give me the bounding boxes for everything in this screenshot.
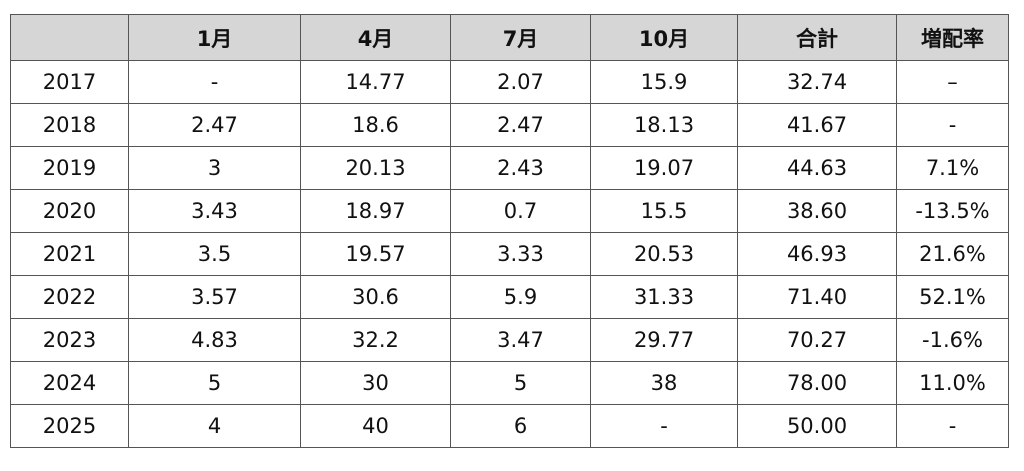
cell-jan: 4.83 (128, 318, 301, 362)
cell-growth-rate: -13.5% (896, 189, 1009, 233)
cell-jul: 5.9 (450, 275, 591, 319)
table-row: 2018 2.47 18.6 2.47 18.13 41.67 - (10, 103, 1009, 147)
cell-jan: 4 (128, 404, 301, 448)
cell-total: 78.00 (737, 361, 897, 405)
cell-year: 2019 (10, 146, 129, 190)
header-apr: 4月 (300, 14, 451, 61)
cell-growth-rate: – (896, 60, 1009, 104)
cell-apr: 30.6 (300, 275, 451, 319)
cell-total: 41.67 (737, 103, 897, 147)
cell-oct: 15.9 (590, 60, 738, 104)
cell-apr: 14.77 (300, 60, 451, 104)
header-jul: 7月 (450, 14, 591, 61)
cell-year: 2017 (10, 60, 129, 104)
cell-apr: 30 (300, 361, 451, 405)
cell-oct: 15.5 (590, 189, 738, 233)
cell-jan: 3.43 (128, 189, 301, 233)
table-row: 2019 3 20.13 2.43 19.07 44.63 7.1% (10, 146, 1009, 190)
cell-apr: 18.97 (300, 189, 451, 233)
cell-growth-rate: 11.0% (896, 361, 1009, 405)
cell-oct: 19.07 (590, 146, 738, 190)
cell-year: 2018 (10, 103, 129, 147)
cell-year: 2021 (10, 232, 129, 276)
header-row: 1月 4月 7月 10月 合計 増配率 (10, 14, 1009, 61)
cell-jan: 5 (128, 361, 301, 405)
cell-year: 2023 (10, 318, 129, 362)
header-oct: 10月 (590, 14, 738, 61)
cell-growth-rate: - (896, 404, 1009, 448)
cell-jul: 0.7 (450, 189, 591, 233)
cell-jan: - (128, 60, 301, 104)
table-row: 2017 - 14.77 2.07 15.9 32.74 – (10, 60, 1009, 104)
cell-jul: 3.47 (450, 318, 591, 362)
cell-jan: 3.57 (128, 275, 301, 319)
cell-jul: 5 (450, 361, 591, 405)
cell-oct: 38 (590, 361, 738, 405)
cell-total: 50.00 (737, 404, 897, 448)
cell-total: 71.40 (737, 275, 897, 319)
cell-year: 2020 (10, 189, 129, 233)
header-total: 合計 (737, 14, 897, 61)
table-row: 2021 3.5 19.57 3.33 20.53 46.93 21.6% (10, 232, 1009, 276)
cell-oct: 31.33 (590, 275, 738, 319)
cell-total: 46.93 (737, 232, 897, 276)
cell-growth-rate: -1.6% (896, 318, 1009, 362)
cell-jul: 3.33 (450, 232, 591, 276)
cell-apr: 18.6 (300, 103, 451, 147)
cell-apr: 40 (300, 404, 451, 448)
table-row: 2025 4 40 6 - 50.00 - (10, 404, 1009, 448)
cell-apr: 32.2 (300, 318, 451, 362)
cell-growth-rate: 21.6% (896, 232, 1009, 276)
cell-year: 2025 (10, 404, 129, 448)
header-jan: 1月 (128, 14, 301, 61)
cell-jan: 3.5 (128, 232, 301, 276)
cell-jul: 6 (450, 404, 591, 448)
cell-apr: 19.57 (300, 232, 451, 276)
cell-total: 70.27 (737, 318, 897, 362)
cell-year: 2022 (10, 275, 129, 319)
cell-oct: 18.13 (590, 103, 738, 147)
cell-jul: 2.47 (450, 103, 591, 147)
dividend-table: 1月 4月 7月 10月 合計 増配率 2017 - 14.77 2.07 15… (10, 14, 1009, 448)
header-year (10, 14, 129, 61)
cell-growth-rate: 52.1% (896, 275, 1009, 319)
cell-jul: 2.43 (450, 146, 591, 190)
table-row: 2024 5 30 5 38 78.00 11.0% (10, 361, 1009, 405)
cell-oct: 20.53 (590, 232, 738, 276)
table-row: 2022 3.57 30.6 5.9 31.33 71.40 52.1% (10, 275, 1009, 319)
cell-jan: 2.47 (128, 103, 301, 147)
cell-total: 38.60 (737, 189, 897, 233)
cell-total: 32.74 (737, 60, 897, 104)
table-row: 2020 3.43 18.97 0.7 15.5 38.60 -13.5% (10, 189, 1009, 233)
cell-apr: 20.13 (300, 146, 451, 190)
cell-oct: - (590, 404, 738, 448)
cell-jul: 2.07 (450, 60, 591, 104)
cell-oct: 29.77 (590, 318, 738, 362)
table-row: 2023 4.83 32.2 3.47 29.77 70.27 -1.6% (10, 318, 1009, 362)
cell-growth-rate: - (896, 103, 1009, 147)
cell-jan: 3 (128, 146, 301, 190)
cell-growth-rate: 7.1% (896, 146, 1009, 190)
header-growth-rate: 増配率 (896, 14, 1009, 61)
cell-total: 44.63 (737, 146, 897, 190)
cell-year: 2024 (10, 361, 129, 405)
